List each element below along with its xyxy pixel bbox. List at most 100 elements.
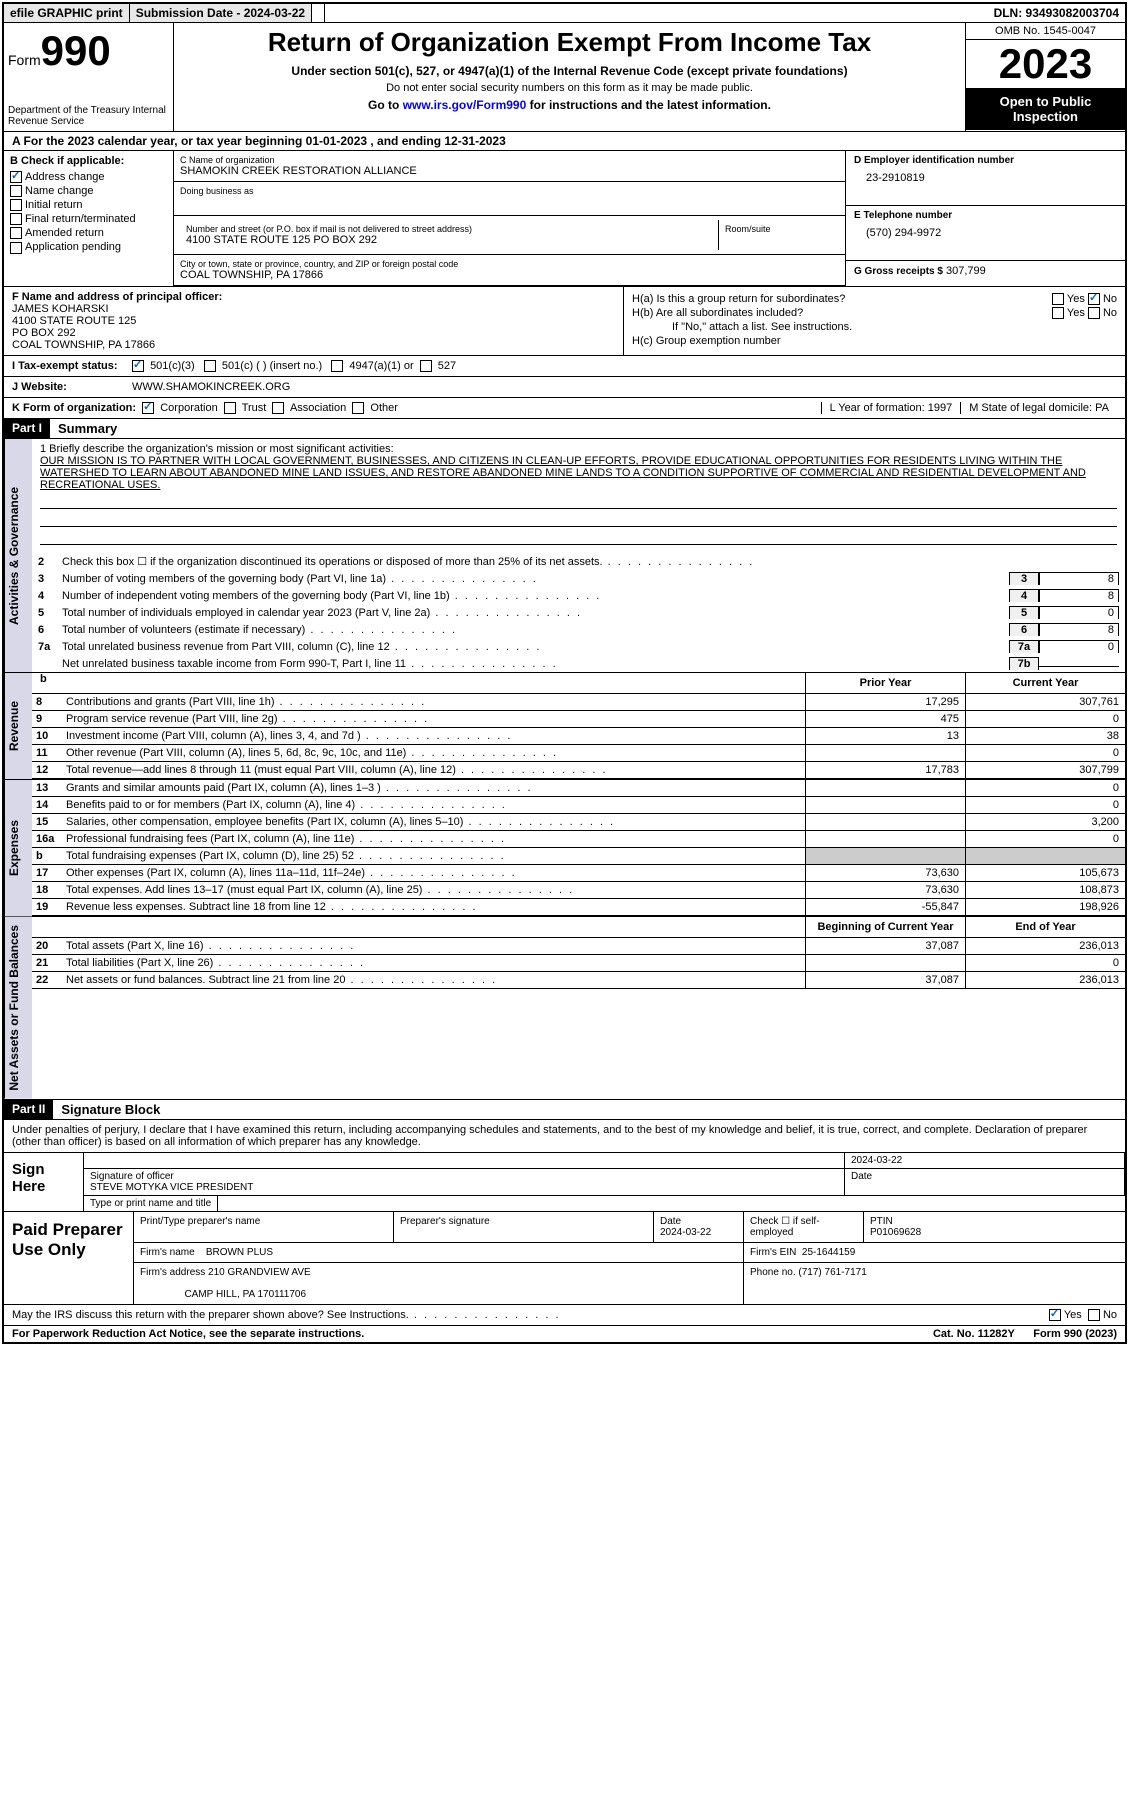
prep-ptin: PTINP01069628 — [864, 1212, 1125, 1242]
gov-line-: Net unrelated business taxable income fr… — [32, 655, 1125, 672]
chk-amended-return[interactable]: Amended return — [10, 227, 167, 239]
org-name-box: C Name of organization SHAMOKIN CREEK RE… — [174, 151, 845, 182]
gov-line-2: 2Check this box ☐ if the organization di… — [32, 553, 1125, 570]
k-corp[interactable]: Corporation — [142, 402, 218, 414]
preparer-fields: Print/Type preparer's name Preparer's si… — [134, 1212, 1125, 1304]
header-right: OMB No. 1545-0047 2023 Open to Public In… — [965, 23, 1125, 131]
vtab-expenses: Expenses — [4, 780, 32, 916]
line-19: 19Revenue less expenses. Subtract line 1… — [32, 899, 1125, 916]
line-13: 13Grants and similar amounts paid (Part … — [32, 780, 1125, 797]
tax-4947[interactable]: 4947(a)(1) or — [331, 360, 413, 372]
instructions-link: Go to www.irs.gov/Form990 for instructio… — [178, 98, 961, 112]
section-fh: F Name and address of principal officer:… — [4, 287, 1125, 356]
ha-text: H(a) Is this a group return for subordin… — [632, 293, 1052, 305]
sig-name-label: Type or print name and title — [84, 1196, 218, 1211]
dln-label: DLN: 93493082003704 — [988, 4, 1125, 22]
hb-note: If "No," attach a list. See instructions… — [632, 321, 1117, 333]
line-10: 10Investment income (Part VIII, column (… — [32, 728, 1125, 745]
exp-lines: 13Grants and similar amounts paid (Part … — [32, 780, 1125, 916]
form-header: Form990 Department of the Treasury Inter… — [4, 23, 1125, 132]
line-21: 21Total liabilities (Part X, line 26)0 — [32, 955, 1125, 972]
prep-date: Date2024-03-22 — [654, 1212, 744, 1242]
hc-text: H(c) Group exemption number — [632, 335, 781, 347]
officer-addr1: 4100 STATE ROUTE 125 — [12, 315, 615, 327]
officer-addr2: PO BOX 292 — [12, 327, 615, 339]
col-d-ein: D Employer identification number 23-2910… — [845, 151, 1125, 286]
prep-row1: Print/Type preparer's name Preparer's si… — [134, 1212, 1125, 1243]
net-header: Beginning of Current Year End of Year — [32, 917, 1125, 938]
top-bar: efile GRAPHIC print Submission Date - 20… — [4, 4, 1125, 23]
mission-block: 1 Briefly describe the organization's mi… — [32, 439, 1125, 553]
k-assoc[interactable]: Association — [272, 402, 346, 414]
net-lines: 20Total assets (Part X, line 16)37,08723… — [32, 938, 1125, 989]
phone-label: E Telephone number — [854, 210, 1117, 221]
net-hdr-end: End of Year — [965, 917, 1125, 937]
kform-row: K Form of organization: Corporation Trus… — [4, 398, 1125, 419]
line-15: 15Salaries, other compensation, employee… — [32, 814, 1125, 831]
tax-label: I Tax-exempt status: — [12, 360, 132, 372]
governance-body: 1 Briefly describe the organization's mi… — [32, 439, 1125, 672]
tax-501c3[interactable]: 501(c)(3) — [132, 360, 195, 372]
prep-firm-ein: Firm's EIN 25-1644159 — [744, 1243, 1125, 1262]
prep-row2: Firm's name BROWN PLUS Firm's EIN 25-164… — [134, 1243, 1125, 1263]
line-16a: 16aProfessional fundraising fees (Part I… — [32, 831, 1125, 848]
chk-initial-return[interactable]: Initial return — [10, 199, 167, 211]
part1-badge: Part I — [4, 419, 50, 438]
expenses-section: Expenses 13Grants and similar amounts pa… — [4, 780, 1125, 917]
part2-badge: Part II — [4, 1100, 53, 1119]
tax-527[interactable]: 527 — [420, 360, 456, 372]
chk-address-change[interactable]: Address change — [10, 171, 167, 183]
form-title: Return of Organization Exempt From Incom… — [178, 27, 961, 58]
tax-501c[interactable]: 501(c) ( ) (insert no.) — [204, 360, 322, 372]
gov-line-5: 5Total number of individuals employed in… — [32, 604, 1125, 621]
l-year: L Year of formation: 1997 — [821, 402, 961, 414]
ha-yes[interactable]: Yes No — [1052, 293, 1117, 305]
sig-officer-row: Signature of officer STEVE MOTYKA VICE P… — [84, 1169, 1125, 1196]
hb-yes[interactable]: Yes No — [1052, 307, 1117, 319]
signature-block: Under penalties of perjury, I declare th… — [4, 1120, 1125, 1212]
part2-title: Signature Block — [53, 1100, 168, 1119]
chk-application-pending[interactable]: Application pending — [10, 241, 167, 253]
sig-date: 2024-03-22 — [845, 1153, 1125, 1168]
street-value: 4100 STATE ROUTE 125 PO BOX 292 — [186, 234, 712, 246]
blank-line — [40, 513, 1117, 527]
part2-header-row: Part II Signature Block — [4, 1100, 1125, 1120]
col-c-org-info: C Name of organization SHAMOKIN CREEK RE… — [174, 151, 845, 286]
prep-row3: Firm's address 210 GRANDVIEW AVE CAMP HI… — [134, 1263, 1125, 1304]
prep-selfemp[interactable]: Check ☐ if self-employed — [744, 1212, 864, 1242]
net-body: Beginning of Current Year End of Year 20… — [32, 917, 1125, 1099]
form-990-page: efile GRAPHIC print Submission Date - 20… — [2, 2, 1127, 1344]
efile-print-button[interactable]: efile GRAPHIC print — [4, 4, 130, 22]
rev-hdr-b: b — [32, 673, 805, 693]
room-label: Room/suite — [725, 224, 833, 234]
sig-officer: Signature of officer STEVE MOTYKA VICE P… — [84, 1169, 845, 1195]
revenue-section: Revenue b Prior Year Current Year 8Contr… — [4, 673, 1125, 780]
prep-addr: Firm's address 210 GRANDVIEW AVE CAMP HI… — [134, 1263, 744, 1304]
m-state: M State of legal domicile: PA — [960, 402, 1117, 414]
line-b: bTotal fundraising expenses (Part IX, co… — [32, 848, 1125, 865]
blank-line — [40, 495, 1117, 509]
discuss-yes[interactable]: Yes — [1049, 1309, 1082, 1321]
chk-final-return[interactable]: Final return/terminated — [10, 213, 167, 225]
k-trust[interactable]: Trust — [224, 402, 267, 414]
dba-box: Doing business as — [174, 182, 845, 216]
line-12: 12Total revenue—add lines 8 through 11 (… — [32, 762, 1125, 779]
discuss-text: May the IRS discuss this return with the… — [12, 1309, 1049, 1321]
officer-city: COAL TOWNSHIP, PA 17866 — [12, 339, 615, 351]
line-22: 22Net assets or fund balances. Subtract … — [32, 972, 1125, 989]
web-label: J Website: — [12, 381, 132, 393]
preparer-block: Paid Preparer Use Only Print/Type prepar… — [4, 1212, 1125, 1305]
irs-link[interactable]: www.irs.gov/Form990 — [403, 98, 527, 112]
chk-name-change[interactable]: Name change — [10, 185, 167, 197]
discuss-no[interactable]: No — [1088, 1309, 1117, 1321]
line-14: 14Benefits paid to or for members (Part … — [32, 797, 1125, 814]
phone-value: (570) 294-9972 — [854, 221, 1117, 245]
gov-line-4: 4Number of independent voting members of… — [32, 587, 1125, 604]
k-other[interactable]: Other — [352, 402, 398, 414]
revenue-body: b Prior Year Current Year 8Contributions… — [32, 673, 1125, 779]
sign-here-row: Sign Here 2024-03-22 Signature of office… — [4, 1153, 1125, 1211]
line-17: 17Other expenses (Part IX, column (A), l… — [32, 865, 1125, 882]
gov-line-6: 6Total number of volunteers (estimate if… — [32, 621, 1125, 638]
line-9: 9Program service revenue (Part VIII, lin… — [32, 711, 1125, 728]
form-footer: Form 990 (2023) — [1033, 1328, 1117, 1340]
